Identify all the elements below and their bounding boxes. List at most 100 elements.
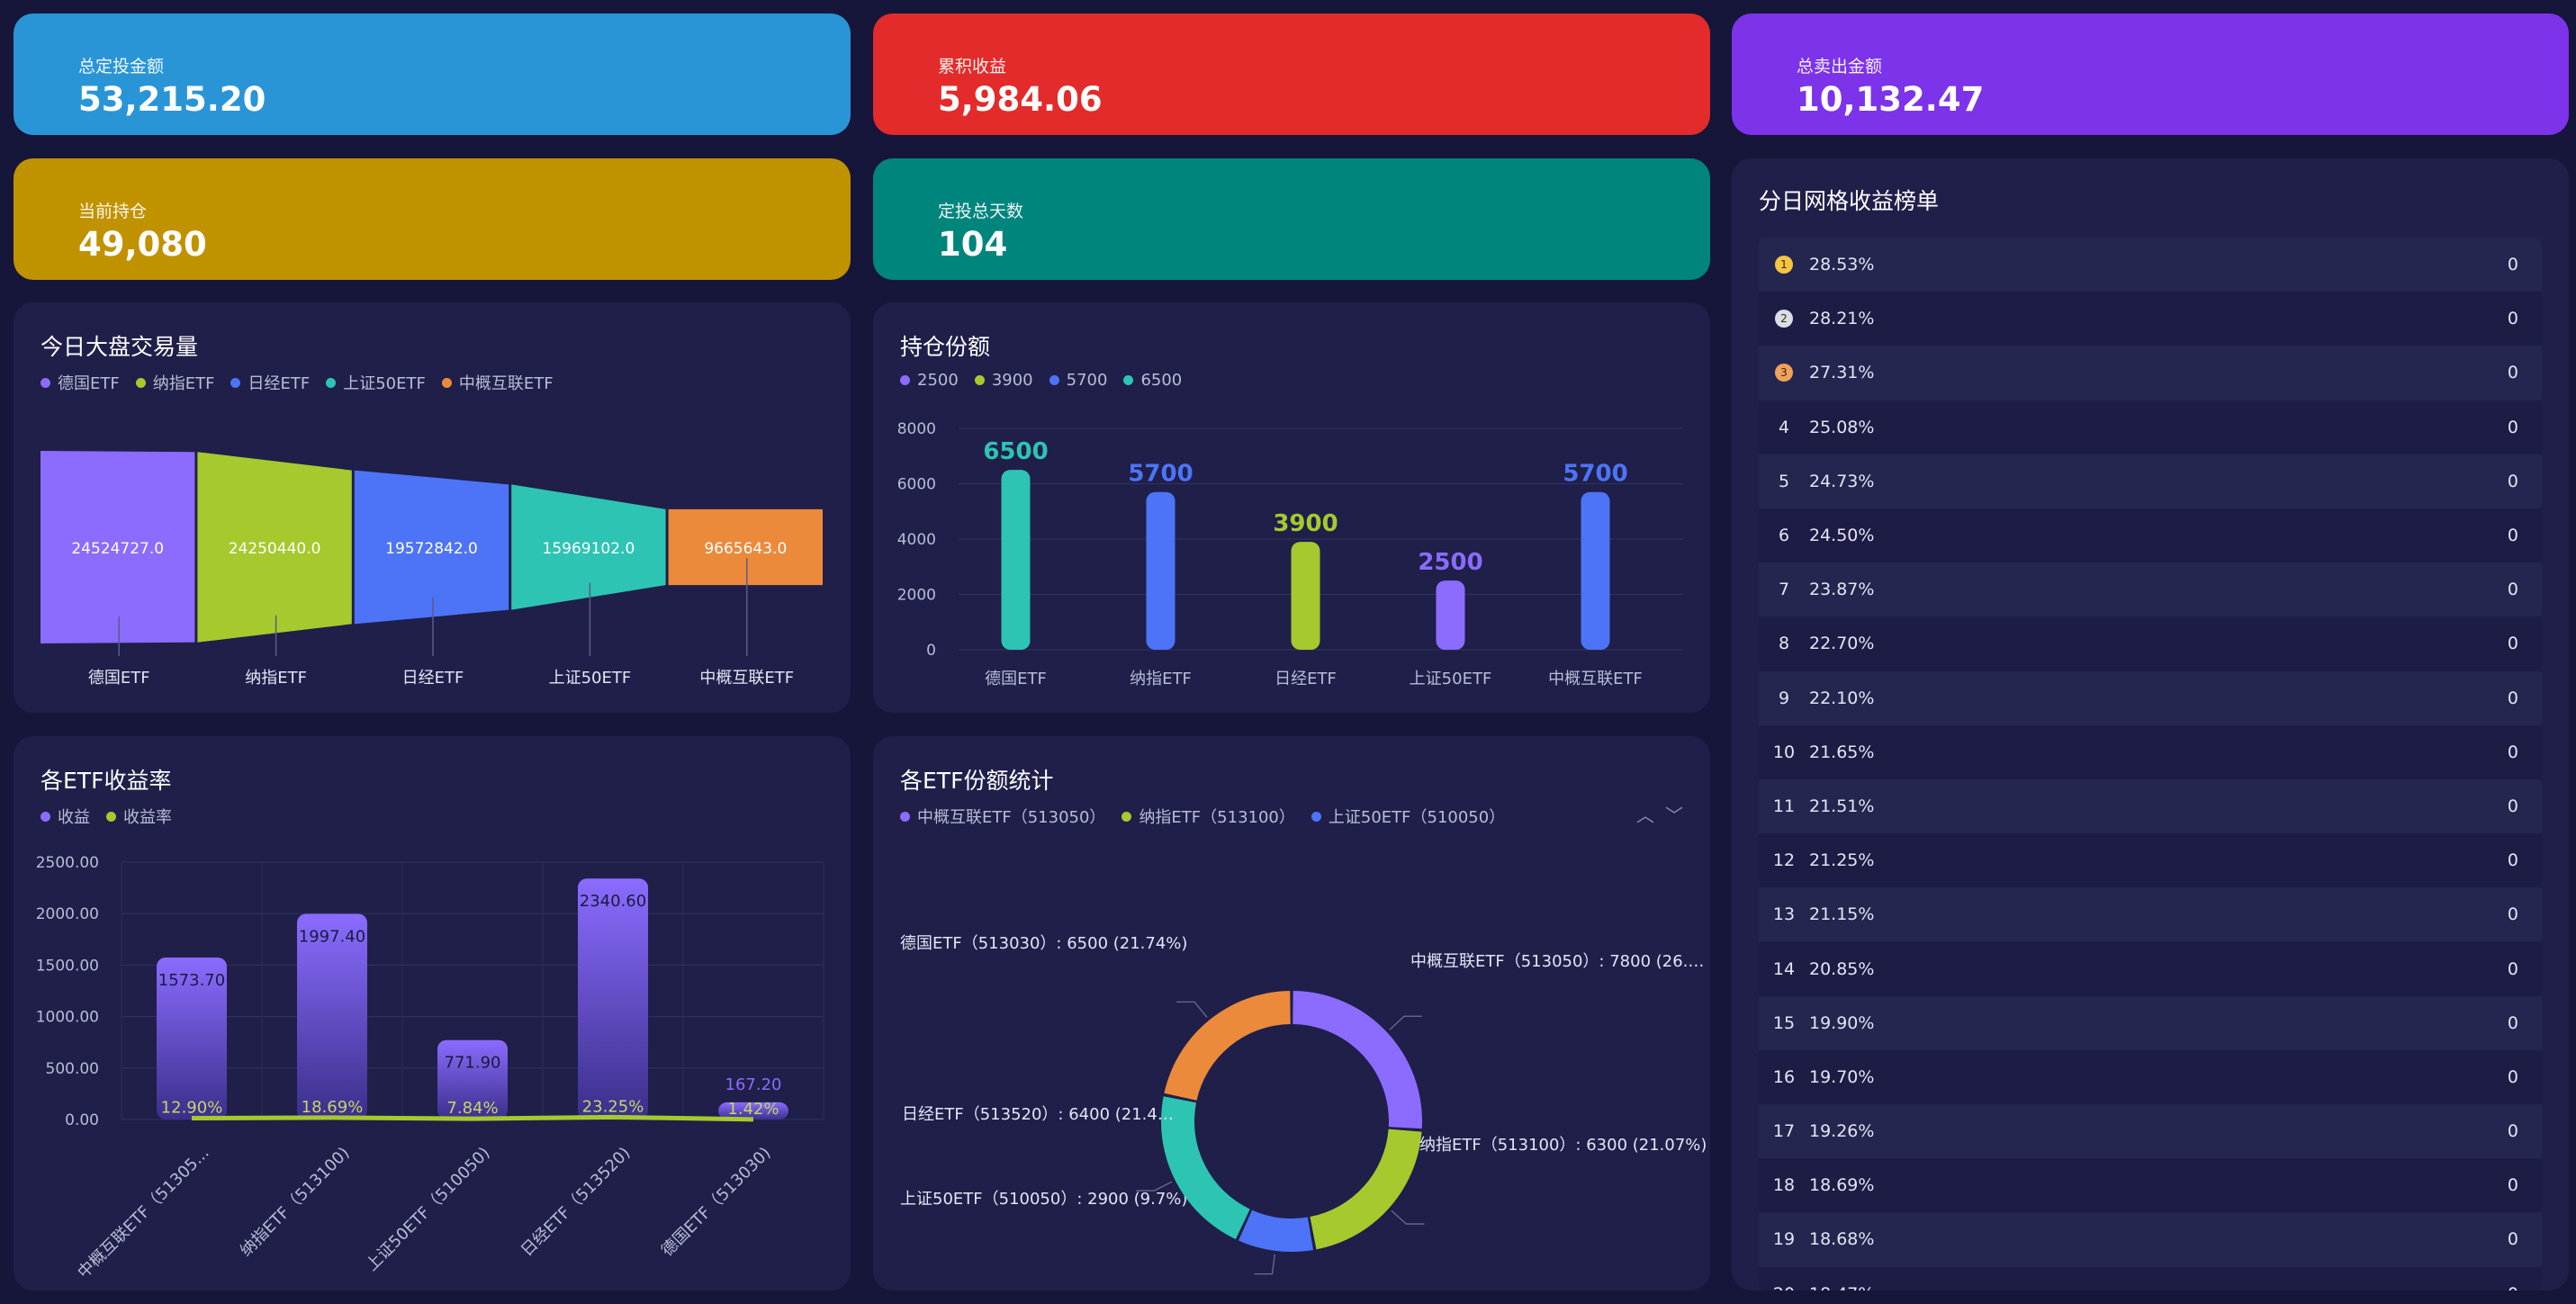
rank-percent: 28.53% <box>1809 255 1875 275</box>
rank-percent: 20.85% <box>1809 958 1875 979</box>
returns-legend: 收益 收益率 <box>41 805 172 828</box>
legend-label: 中概互联ETF <box>458 374 554 393</box>
holdings-value-label: 6500 <box>983 438 1048 465</box>
rank-number: 11 <box>1772 796 1796 816</box>
legend-label: 5700 <box>1066 371 1108 390</box>
donut-slice-label: 中概互联ETF（513050）: 7800 (26.… <box>1410 952 1704 971</box>
rank-value: 0 <box>2507 796 2518 816</box>
rank-number: 13 <box>1772 904 1796 925</box>
legend-label: 日经ETF <box>248 374 311 393</box>
legend-label: 中概互联ETF（513050） <box>917 808 1106 827</box>
stat-label: 总卖出金额 <box>1797 57 1883 76</box>
legend-item[interactable]: 日经ETF <box>230 371 310 394</box>
legend-item[interactable]: 纳指ETF（513100） <box>1121 805 1295 828</box>
rank-number: 16 <box>1772 1066 1796 1087</box>
legend-next-icon[interactable]: ﹀ <box>1665 805 1683 826</box>
rank-percent: 19.90% <box>1809 1012 1875 1033</box>
rank-value: 0 <box>2507 850 2518 871</box>
rank-number: 6 <box>1778 526 1790 546</box>
yield-value-label: 7.84% <box>446 1099 498 1118</box>
donut-slice-label: 纳指ETF（513100）: 6300 (21.07%) <box>1419 1136 1707 1155</box>
legend-dot-icon <box>441 377 452 388</box>
holdings-bar <box>1581 491 1610 650</box>
legend-item[interactable]: 上证50ETF <box>326 371 426 394</box>
legend-prev-icon[interactable]: ︿ <box>1636 805 1654 826</box>
rank-value: 0 <box>2488 1284 2542 1291</box>
donut-slice <box>1238 1210 1314 1252</box>
donut-leader-line <box>1254 1254 1275 1275</box>
list-item: 4 25.08% 0 <box>1759 400 2542 454</box>
legend-item[interactable]: 3900 <box>974 371 1033 390</box>
rank-number: 17 <box>1772 1121 1796 1142</box>
list-item: 10 21.65% 0 <box>1759 724 2542 779</box>
legend-dot-icon <box>900 375 910 385</box>
rank-percent: 18.47% <box>1809 1284 2488 1291</box>
funnel-category-label: 上证50ETF <box>549 669 632 688</box>
x-tick-label: 日经ETF（513520) <box>518 1144 635 1261</box>
x-tick-label: 上证50ETF <box>1410 670 1492 688</box>
rank-percent: 18.69% <box>1809 1175 1875 1196</box>
returns-value-label: 2340.60 <box>580 892 646 911</box>
ranking-panel: 分日网格收益榜单 1 28.53% 0 2 28.21% 0 3 27.31% 0 4 25.08%… <box>1732 158 2569 1291</box>
rank-value: 0 <box>2507 688 2518 708</box>
funnel-value-label: 15969102.0 <box>543 540 635 558</box>
legend-item[interactable]: 收益 <box>41 805 90 828</box>
stat-value: 104 <box>938 225 1008 264</box>
legend-label: 2500 <box>917 371 959 390</box>
yield-line <box>191 1114 754 1122</box>
y-tick-label: 2000 <box>897 587 936 605</box>
yield-value-label: 12.90% <box>161 1099 223 1118</box>
donut-slice <box>1293 991 1422 1129</box>
donut-leader-line <box>1391 1210 1425 1225</box>
holdings-value-label: 3900 <box>1273 510 1338 537</box>
legend-item[interactable]: 收益率 <box>106 805 172 828</box>
funnel-value-label: 19572842.0 <box>385 540 478 558</box>
legend-item[interactable]: 中概互联ETF（513050） <box>900 805 1105 828</box>
legend-item[interactable]: 6500 <box>1123 371 1182 390</box>
funnel-category-label: 德国ETF <box>88 669 150 688</box>
stat-card-total-days: 定投总天数 104 <box>873 158 1710 280</box>
legend-item[interactable]: 中概互联ETF <box>441 371 554 394</box>
x-tick-label: 纳指ETF <box>1130 670 1192 688</box>
legend-item[interactable]: 2500 <box>900 371 959 390</box>
yield-value-label: 1.42% <box>727 1100 779 1119</box>
holdings-bar <box>1436 580 1465 650</box>
rank-percent: 21.65% <box>1809 742 1875 762</box>
donut-slice-label: 日经ETF（513520）: 6400 (21.4… <box>902 1105 1174 1124</box>
donut-slice-label: 德国ETF（513030）: 6500 (21.74%) <box>900 934 1187 953</box>
returns-bar <box>297 913 367 1120</box>
x-tick-label: 德国ETF（513030) <box>658 1144 775 1261</box>
rank-value: 0 <box>2507 471 2518 491</box>
funnel-value-label: 24524727.0 <box>71 540 164 558</box>
legend-item[interactable]: 纳指ETF <box>135 371 215 394</box>
legend-dot-icon <box>1121 811 1132 822</box>
list-item: 8 22.70% 0 <box>1759 616 2542 671</box>
legend-item[interactable]: 5700 <box>1049 371 1108 390</box>
stat-card-total-sold: 总卖出金额 10,132.47 <box>1732 13 2569 135</box>
returns-value-label: 771.90 <box>445 1054 501 1073</box>
rank-percent: 27.31% <box>1809 363 1875 383</box>
returns-bar <box>157 957 227 1120</box>
ranking-list[interactable]: 1 28.53% 0 2 28.21% 0 3 27.31% 0 4 25.08% 0 5 24.73% 0… <box>1759 238 2542 1291</box>
medal-icon: 2 <box>1775 310 1793 328</box>
legend-item[interactable]: 上证50ETF（510050） <box>1311 805 1505 828</box>
y-tick-label: 1000.00 <box>36 1009 99 1027</box>
stat-value: 5,984.06 <box>938 80 1103 119</box>
funnel-segment <box>354 470 509 625</box>
y-tick-label: 2000.00 <box>36 905 99 923</box>
rank-percent: 19.26% <box>1809 1121 1875 1142</box>
rank-value: 0 <box>2507 417 2518 437</box>
legend-item[interactable]: 德国ETF <box>41 371 120 394</box>
list-item: 1 28.53% 0 <box>1759 238 2542 292</box>
rank-percent: 28.21% <box>1809 309 1875 329</box>
legend-label: 纳指ETF <box>152 374 215 393</box>
shares-legend[interactable]: 中概互联ETF（513050） 纳指ETF（513100） 上证50ETF（5100… <box>900 805 1505 828</box>
legend-dot-icon <box>326 377 337 388</box>
list-item: 9 22.10% 0 <box>1759 670 2542 725</box>
panel-title: 各ETF份额统计 <box>900 768 1054 794</box>
rank-percent: 21.25% <box>1809 850 1875 871</box>
funnel-segment <box>41 451 195 643</box>
rank-value: 0 <box>2507 255 2518 275</box>
rank-value: 0 <box>2507 1121 2518 1142</box>
stat-value: 10,132.47 <box>1797 80 1985 119</box>
